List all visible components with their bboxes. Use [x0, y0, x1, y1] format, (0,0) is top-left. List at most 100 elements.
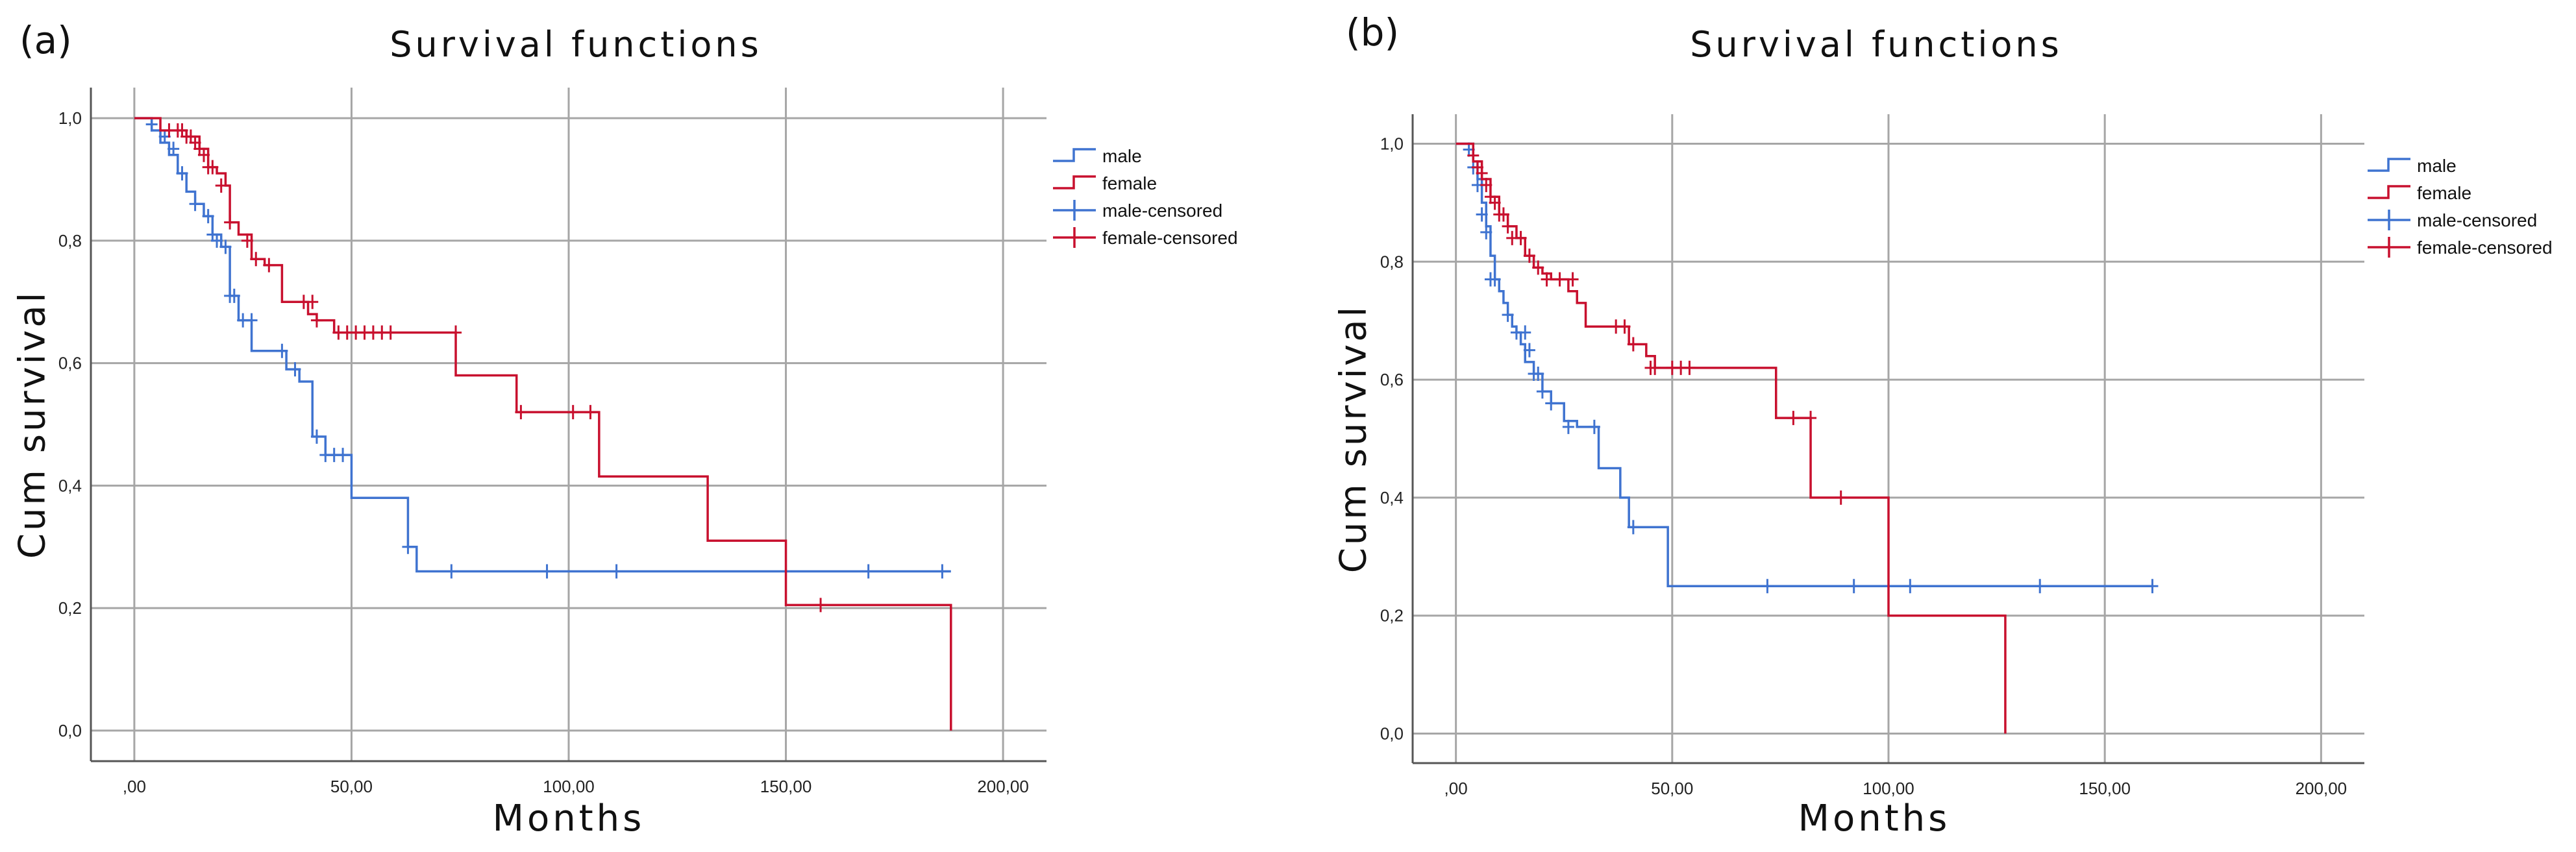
x-tick-label: 50,00 — [330, 777, 373, 796]
x-axis-title: Months — [1798, 797, 1951, 840]
censor-mark-female — [1515, 230, 1527, 245]
censor-mark-male — [245, 313, 258, 328]
censor-mark-male — [1536, 384, 1548, 399]
legend-swatch-female-censored — [2368, 237, 2410, 258]
censor-mark-male — [2146, 579, 2159, 594]
y-tick-label: 0,0 — [58, 721, 82, 740]
legend-label-female-censored: female-censored — [2417, 237, 2553, 258]
y-tick-label: 0,2 — [58, 598, 82, 618]
censor-mark-female — [1532, 260, 1544, 275]
censor-mark-female — [1627, 337, 1639, 352]
censor-mark-male — [2034, 579, 2046, 594]
censor-mark-male — [445, 564, 458, 579]
censor-mark-male — [1761, 579, 1774, 594]
legend-label-male-censored: male-censored — [1102, 201, 1222, 221]
censor-mark-male — [1545, 396, 1557, 411]
censor-mark-male — [202, 209, 214, 224]
x-tick-label: 100,00 — [1863, 779, 1914, 798]
x-tick-label: ,00 — [123, 777, 146, 796]
y-tick-label: 1,0 — [1380, 134, 1404, 153]
series-line-male — [134, 117, 951, 573]
censor-mark-female — [215, 178, 227, 193]
censor-mark-male — [1588, 419, 1600, 434]
legend-swatch-male-censored — [2368, 210, 2410, 230]
censor-mark-female — [197, 147, 210, 162]
censor-mark-female — [250, 252, 262, 267]
censor-mark-male — [189, 197, 201, 212]
censor-mark-male — [1502, 308, 1514, 323]
legend-swatch-female — [1053, 175, 1096, 189]
chart-title: Survival functions — [1690, 24, 2062, 65]
censor-mark-male — [610, 564, 623, 579]
censor-mark-female — [515, 405, 527, 420]
censor-mark-female — [1835, 490, 1847, 505]
censor-mark-female — [1523, 249, 1535, 263]
censor-mark-male — [276, 343, 288, 358]
censor-mark-male — [1904, 579, 1916, 594]
y-axis-title: Cum survival — [1333, 304, 1375, 573]
censor-mark-female — [1683, 360, 1696, 375]
legend-label-female: female — [1102, 173, 1157, 193]
censor-mark-female — [1554, 272, 1566, 287]
censor-mark-male — [1848, 579, 1860, 594]
censor-mark-female — [1467, 148, 1480, 163]
x-tick-label: 100,00 — [543, 777, 595, 796]
censor-mark-male — [289, 362, 301, 377]
censor-mark-male — [219, 239, 232, 254]
censor-mark-female — [241, 233, 253, 248]
y-tick-label: 0,4 — [1380, 488, 1404, 507]
censor-mark-male — [310, 429, 323, 444]
legend-label-female-censored: female-censored — [1102, 228, 1238, 248]
censor-mark-male — [1480, 225, 1492, 239]
y-tick-label: 0,8 — [58, 231, 82, 250]
censor-mark-female — [1649, 360, 1661, 375]
censor-mark-male — [1489, 272, 1501, 287]
y-tick-label: 0,6 — [1380, 370, 1404, 389]
legend-label-female: female — [2417, 183, 2471, 203]
censor-mark-female — [1489, 195, 1501, 210]
legend-swatch-female-censored — [1053, 227, 1096, 248]
censor-mark-male — [402, 539, 414, 554]
y-tick-label: 0,8 — [1380, 252, 1404, 271]
censor-mark-male — [228, 288, 240, 303]
censor-mark-male — [337, 448, 349, 463]
censor-mark-male — [1523, 343, 1535, 358]
x-tick-label: 200,00 — [977, 777, 1029, 796]
censor-mark-male — [1519, 325, 1531, 340]
y-tick-label: 0,0 — [1380, 724, 1404, 744]
x-tick-label: 150,00 — [2079, 779, 2131, 798]
censor-mark-female — [1805, 411, 1817, 426]
censor-mark-female — [306, 295, 319, 310]
legend: male female male-censored female-censored — [1053, 146, 1238, 248]
censor-mark-female — [1502, 219, 1514, 234]
censor-mark-female — [384, 325, 397, 340]
censor-mark-female — [263, 258, 275, 273]
panel-label: (a) — [19, 18, 72, 62]
censor-mark-female — [567, 405, 579, 420]
censor-mark-female — [206, 160, 219, 175]
chart-panel-a: (a) Survival functions ,00 50,00 100,00 150,0… — [12, 18, 1238, 840]
censor-mark-female — [1480, 178, 1492, 193]
x-tick-label: 150,00 — [760, 777, 812, 796]
chart-title: Survival functions — [390, 24, 762, 65]
censor-mark-male — [211, 233, 223, 248]
x-tick-label: 200,00 — [2296, 779, 2347, 798]
censor-mark-female — [310, 313, 323, 328]
chart-panel-b: (b) Survival functions ,00 50,00 100,00 150,0… — [1333, 10, 2553, 840]
panel-label: (b) — [1346, 10, 1399, 55]
censor-mark-female — [1497, 207, 1509, 222]
x-tick-label: 50,00 — [1651, 779, 1693, 798]
censor-mark-female — [584, 405, 597, 420]
censor-mark-female — [450, 325, 462, 340]
censor-mark-female — [1541, 272, 1553, 287]
censor-mark-male — [541, 564, 553, 579]
legend: male female male-censored female-censored — [2368, 156, 2553, 258]
legend-swatch-male-censored — [1053, 200, 1096, 221]
censor-mark-female — [815, 598, 827, 613]
censor-mark-female — [1567, 272, 1579, 287]
series-line-female — [134, 117, 952, 731]
censor-mark-male — [862, 564, 874, 579]
series-line-male — [1455, 142, 2153, 588]
y-tick-label: 0,4 — [58, 476, 82, 495]
